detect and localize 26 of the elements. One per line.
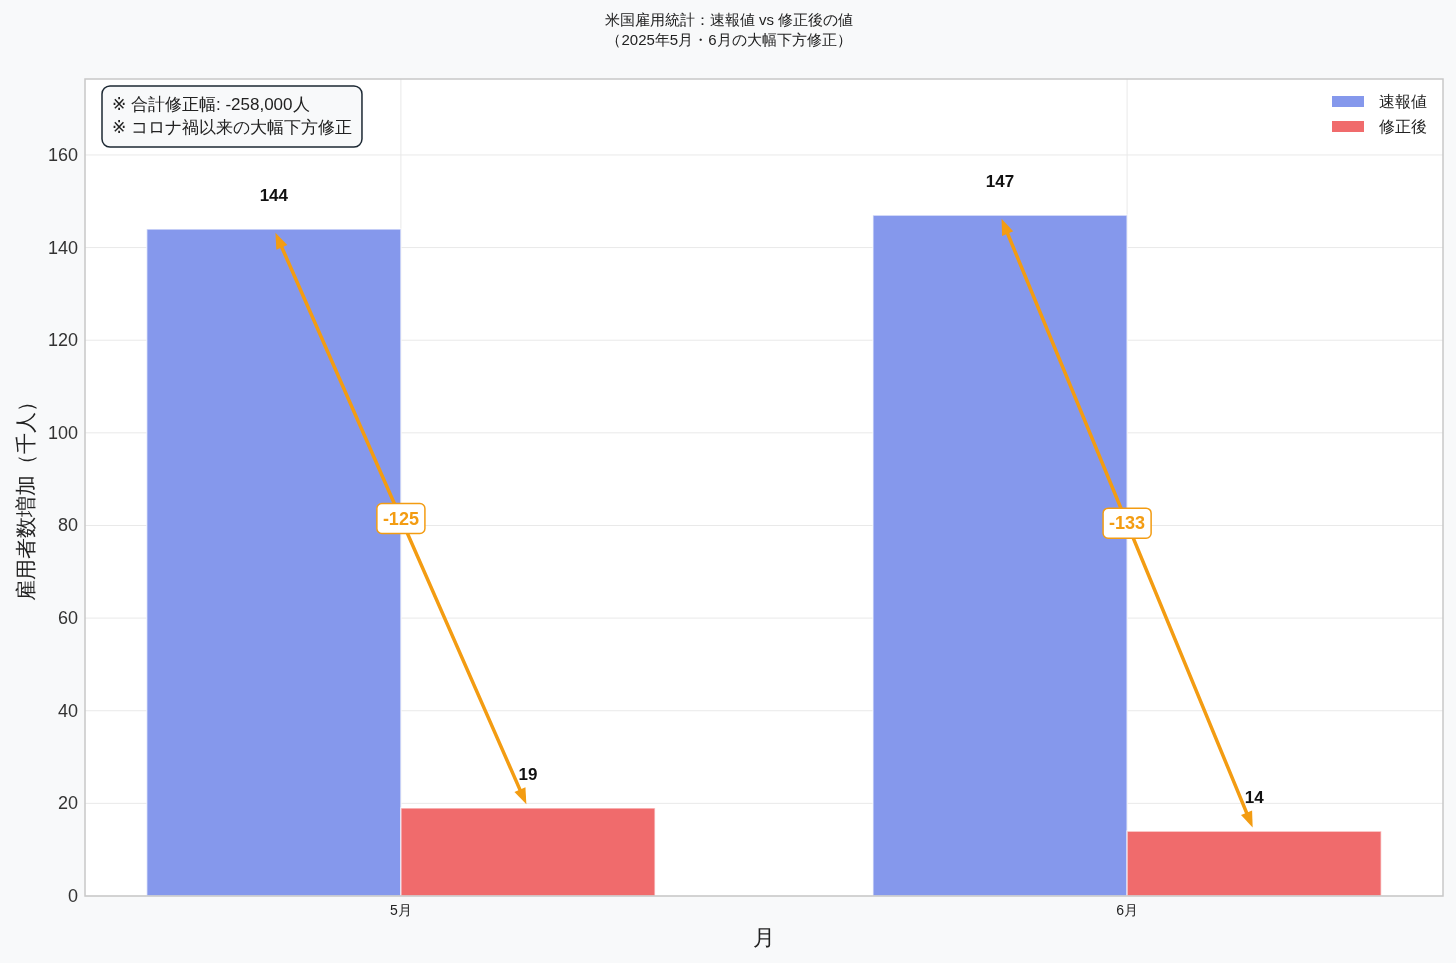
y-tick-label: 60 — [57, 608, 78, 629]
y-tick-label: 120 — [47, 330, 78, 351]
y-tick-label: 0 — [67, 886, 78, 906]
data-label: 19 — [518, 765, 538, 784]
y-axis-title: 雇用者数増加（千人） — [13, 390, 37, 601]
y-tick-label: 160 — [47, 144, 78, 165]
note-box: ※ 合計修正幅: -258,000人 ※ コロナ禍以来の大幅下方修正 — [101, 85, 363, 148]
data-label: 144 — [259, 186, 288, 206]
chart-title: 米国雇用統計：速報値 vs 修正後の値 — [604, 10, 854, 28]
x-axis-title: 月 — [753, 924, 775, 950]
y-tick-label: 100 — [47, 422, 78, 443]
y-tick-label: 20 — [57, 793, 78, 814]
data-label: 147 — [985, 172, 1015, 192]
y-tick-label: 80 — [57, 515, 78, 536]
annotation: ※ コロナ禍以来の大幅下方修正 — [112, 117, 352, 137]
y-tick-label: 140 — [47, 237, 78, 258]
y-tick-label: 40 — [57, 700, 78, 721]
legend-label: 修正後 — [1379, 117, 1427, 135]
annotation: -133 — [1109, 513, 1146, 534]
annotation: ※ 合計修正幅: -258,000人 — [112, 94, 310, 114]
annotation: -125 — [382, 508, 419, 529]
x-tick-label: 6月 — [1116, 902, 1138, 918]
chart-subtitle: （2025年5月・6月の大幅下方修正） — [606, 30, 852, 48]
x-tick-label: 5月 — [390, 902, 412, 918]
legend-label: 速報値 — [1379, 92, 1427, 110]
data-label: 14 — [1244, 788, 1264, 808]
